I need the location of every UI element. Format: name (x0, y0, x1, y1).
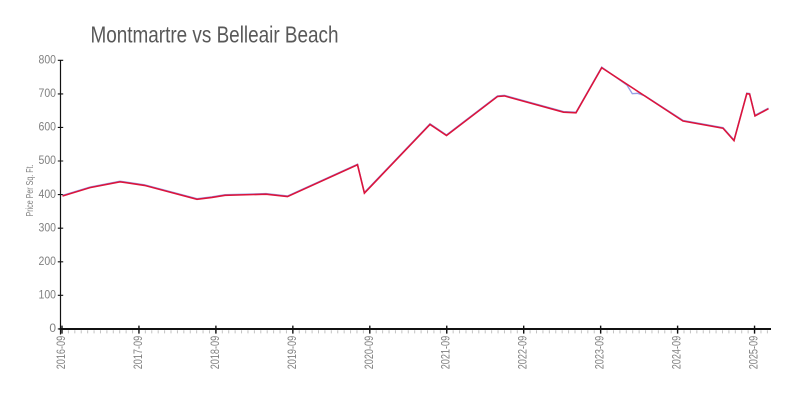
svg-text:2016-09: 2016-09 (56, 336, 68, 370)
svg-text:2021-09: 2021-09 (441, 336, 453, 370)
svg-text:700: 700 (39, 86, 57, 100)
svg-text:800: 800 (39, 53, 57, 67)
svg-text:2019-09: 2019-09 (287, 336, 299, 370)
svg-text:300: 300 (39, 220, 57, 234)
svg-text:400: 400 (39, 187, 57, 201)
svg-text:2020-09: 2020-09 (364, 336, 376, 370)
svg-text:2023-09: 2023-09 (595, 336, 607, 370)
svg-text:500: 500 (39, 153, 57, 167)
svg-text:600: 600 (39, 120, 57, 134)
svg-text:2024-09: 2024-09 (672, 336, 684, 370)
svg-text:200: 200 (39, 254, 57, 268)
svg-text:2022-09: 2022-09 (518, 336, 530, 370)
svg-text:2025-09: 2025-09 (749, 336, 761, 370)
svg-text:0: 0 (49, 321, 56, 335)
svg-text:2017-09: 2017-09 (133, 336, 145, 370)
svg-text:2018-09: 2018-09 (210, 336, 222, 370)
svg-text:Price Per Sq. Ft.: Price Per Sq. Ft. (25, 165, 36, 217)
svg-text:Montmartre vs Belleair Beach: Montmartre vs Belleair Beach (91, 22, 339, 48)
svg-text:100: 100 (39, 288, 57, 302)
